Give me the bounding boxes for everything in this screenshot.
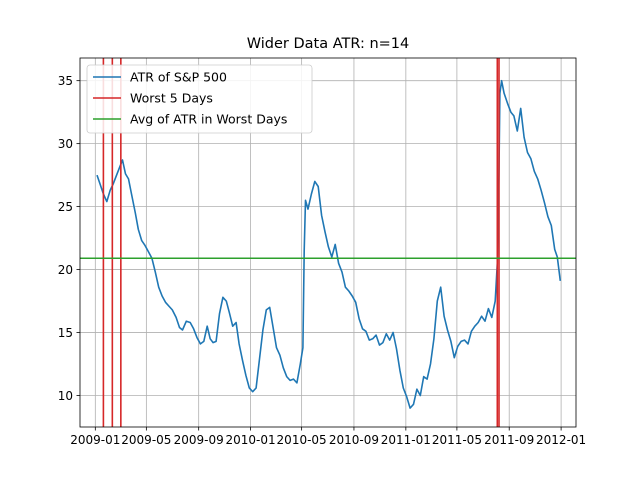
legend-box (86, 64, 313, 134)
y-tick-label: 35 (58, 74, 73, 88)
plot-area-frame (79, 57, 577, 428)
atr-series-line (96, 79, 562, 409)
y-tick-label: 15 (58, 326, 73, 340)
chart-title: Wider Data ATR: n=14 (247, 36, 410, 52)
legend-label: Worst 5 Days (130, 91, 213, 106)
x-tick-label: 2010-01 (226, 433, 276, 447)
legend-label: Avg of ATR in Worst Days (130, 112, 287, 127)
x-tick-label: 2012-01 (536, 433, 586, 447)
y-tick-label: 20 (58, 263, 73, 277)
legend-label: ATR of S&P 500 (130, 70, 227, 85)
y-tick-label: 30 (58, 137, 73, 151)
x-tick-label: 2011-09 (484, 433, 534, 447)
y-tick-label: 10 (58, 389, 73, 403)
x-tick-label: 2010-09 (329, 433, 379, 447)
y-tick-label: 25 (58, 200, 73, 214)
x-tick-label: 2010-05 (277, 433, 327, 447)
x-tick-label: 2011-01 (381, 433, 431, 447)
x-tick-label: 2011-05 (432, 433, 482, 447)
legend: ATR of S&P 500 Worst 5 Days Avg of ATR in … (86, 64, 313, 134)
x-tick-label: 2009-05 (121, 433, 171, 447)
x-tick-label: 2009-01 (70, 433, 120, 447)
x-tick-label: 2009-09 (174, 433, 224, 447)
